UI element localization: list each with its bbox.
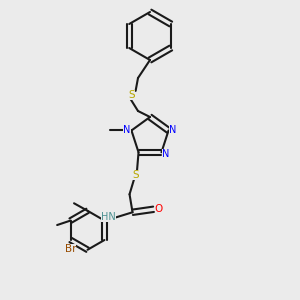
- Text: O: O: [155, 204, 163, 214]
- Text: S: S: [129, 89, 135, 100]
- Text: Br: Br: [65, 244, 76, 254]
- Text: N: N: [123, 125, 130, 136]
- Text: HN: HN: [101, 212, 116, 222]
- Text: N: N: [162, 149, 169, 159]
- Text: S: S: [132, 170, 139, 180]
- Text: N: N: [169, 125, 177, 136]
